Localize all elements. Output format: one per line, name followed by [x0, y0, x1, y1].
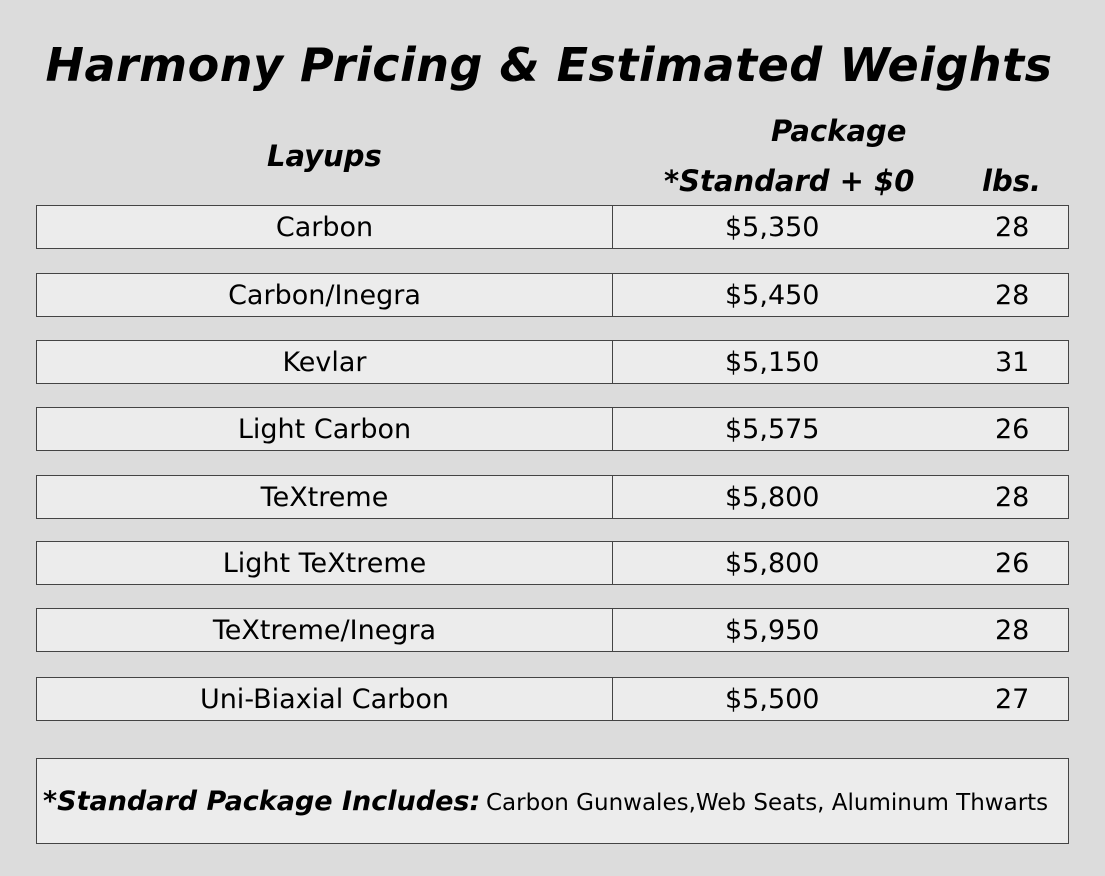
- layup-name: Kevlar: [37, 341, 613, 383]
- layup-weight: 28: [995, 481, 1030, 513]
- table-row: Uni-Biaxial Carbon $5,500 27: [36, 677, 1069, 721]
- layup-price: $5,950: [725, 614, 820, 646]
- column-header-layups: Layups: [267, 139, 382, 173]
- layup-name: Light Carbon: [37, 408, 613, 450]
- layup-weight: 27: [995, 683, 1030, 715]
- column-header-standard: *Standard + $0: [664, 164, 915, 198]
- table-row: Carbon $5,350 28: [36, 205, 1069, 249]
- note-label: *Standard Package Includes:: [43, 786, 481, 817]
- layup-weight: 26: [995, 547, 1030, 579]
- column-header-lbs: lbs.: [982, 164, 1041, 198]
- layup-price: $5,575: [725, 413, 820, 445]
- note-text: Carbon Gunwales,Web Seats, Aluminum Thwa…: [486, 790, 1049, 816]
- table-row: Kevlar $5,150 31: [36, 340, 1069, 384]
- table-row: Carbon/Inegra $5,450 28: [36, 273, 1069, 317]
- layup-name: Light TeXtreme: [37, 542, 613, 584]
- layup-price: $5,450: [725, 279, 820, 311]
- layup-name: TeXtreme: [37, 476, 613, 518]
- layup-weight: 28: [995, 211, 1030, 243]
- layup-name: TeXtreme/Inegra: [37, 609, 613, 651]
- page-title: Harmony Pricing & Estimated Weights: [45, 38, 1053, 92]
- layup-weight: 28: [995, 614, 1030, 646]
- table-row: Light Carbon $5,575 26: [36, 407, 1069, 451]
- layup-weight: 28: [995, 279, 1030, 311]
- layup-weight: 31: [995, 346, 1030, 378]
- standard-package-note: *Standard Package Includes: Carbon Gunwa…: [36, 758, 1069, 844]
- table-row: Light TeXtreme $5,800 26: [36, 541, 1069, 585]
- table-row: TeXtreme/Inegra $5,950 28: [36, 608, 1069, 652]
- table-row: TeXtreme $5,800 28: [36, 475, 1069, 519]
- layup-name: Carbon: [37, 206, 613, 248]
- layup-price: $5,500: [725, 683, 820, 715]
- layup-name: Uni-Biaxial Carbon: [37, 678, 613, 720]
- layup-price: $5,350: [725, 211, 820, 243]
- layup-weight: 26: [995, 413, 1030, 445]
- layup-price: $5,800: [725, 547, 820, 579]
- column-header-package: Package: [771, 114, 907, 148]
- layup-price: $5,800: [725, 481, 820, 513]
- layup-price: $5,150: [725, 346, 820, 378]
- layup-name: Carbon/Inegra: [37, 274, 613, 316]
